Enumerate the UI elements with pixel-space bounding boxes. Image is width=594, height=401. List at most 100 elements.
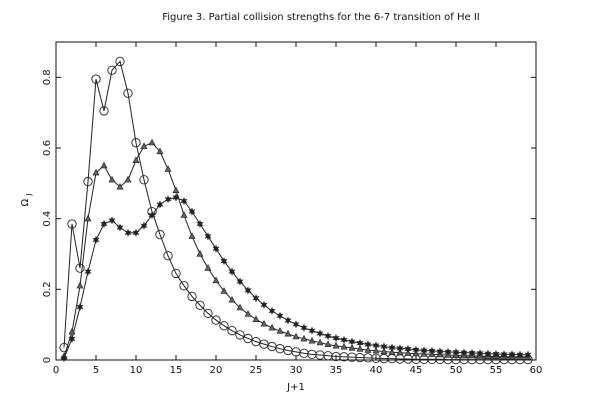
x-tick-label: 30 [290, 365, 303, 376]
chart-title: Figure 3. Partial collision strengths fo… [162, 12, 480, 23]
data-point-star [500, 350, 508, 359]
data-point-circle [195, 300, 205, 310]
data-point-star [148, 210, 156, 220]
data-point-triangle [276, 327, 284, 334]
data-point-star [372, 341, 380, 350]
data-point-triangle [372, 346, 380, 354]
series-lines [63, 60, 528, 361]
data-point-triangle [124, 175, 132, 183]
x-axis-ticks [55, 42, 537, 360]
data-point-triangle [204, 264, 212, 271]
data-point-triangle [84, 214, 92, 222]
data-point-star [468, 348, 476, 358]
data-point-triangle [132, 156, 140, 163]
y-tick-label: 0.4 [42, 211, 53, 227]
data-point-circle [179, 281, 189, 291]
data-point-star [276, 311, 284, 321]
data-point-star [356, 338, 364, 348]
data-point-triangle [340, 342, 348, 350]
data-point-star [396, 344, 404, 353]
data-point-circle [227, 326, 237, 336]
data-point-star [508, 350, 516, 359]
data-point-circle [107, 65, 117, 75]
data-point-triangle [196, 250, 204, 257]
data-point-circle [235, 330, 245, 340]
data-point-triangle [76, 281, 84, 289]
data-point-star [308, 326, 316, 335]
data-point-triangle [308, 336, 316, 344]
data-point-circle [187, 291, 197, 302]
data-point-star [524, 350, 532, 360]
x-tick-label: 35 [330, 365, 343, 376]
data-point-star [68, 334, 76, 344]
data-point-triangle [108, 175, 116, 183]
y-axis-label: Ω J [20, 194, 33, 207]
series-markers [59, 56, 533, 365]
data-point-circle [67, 219, 77, 229]
y-tick-label: 0.2 [42, 281, 53, 297]
x-tick-label: 5 [93, 365, 99, 376]
x-tick-label: 20 [210, 365, 223, 376]
data-point-star [436, 347, 444, 356]
data-point-triangle [180, 211, 188, 218]
data-point-triangle [212, 276, 220, 284]
data-point-star [484, 349, 492, 358]
data-point-triangle [140, 142, 148, 149]
data-point-triangle [156, 147, 164, 155]
x-tick-label: 50 [450, 365, 463, 376]
data-point-star [404, 344, 412, 354]
y-axis-ticks [56, 76, 536, 361]
data-point-triangle [236, 303, 244, 311]
data-point-triangle [252, 315, 260, 322]
data-point-triangle [380, 347, 388, 355]
data-point-circle [163, 251, 173, 261]
data-point-star [388, 343, 396, 352]
data-point-triangle [348, 344, 356, 351]
data-point-star [380, 342, 388, 351]
data-point-star [60, 353, 68, 363]
data-point-star [228, 267, 236, 276]
x-tick-label: 0 [53, 365, 59, 376]
x-tick-label: 45 [410, 365, 423, 376]
data-point-star [236, 277, 244, 286]
data-point-triangle [268, 323, 276, 331]
data-point-star [412, 345, 420, 355]
data-point-triangle [364, 346, 372, 353]
data-point-triangle [100, 161, 108, 169]
x-tick-label: 10 [130, 365, 143, 376]
data-point-star [476, 348, 484, 358]
data-point-star [492, 349, 500, 359]
data-point-circle [219, 321, 229, 331]
x-tick-label: 60 [530, 365, 543, 376]
x-axis-label: J+1 [286, 382, 305, 393]
data-point-circle [211, 315, 221, 325]
y-axis-tick-labels: 0 0.2 0.4 0.6 0.8 [42, 69, 53, 363]
data-point-circle [203, 308, 213, 319]
data-point-triangle [292, 332, 300, 340]
data-point-circle [59, 342, 69, 353]
data-point-star [212, 244, 220, 254]
data-point-star [348, 337, 356, 346]
data-point-star [284, 316, 292, 325]
data-point-star [220, 256, 228, 266]
data-point-star [196, 219, 204, 229]
x-axis-tick-labels: 0 5 10 15 20 25 30 35 40 45 50 55 60 [53, 365, 543, 376]
data-point-triangle [172, 186, 180, 193]
x-tick-label: 15 [170, 365, 183, 376]
x-tick-label: 55 [490, 365, 503, 376]
data-point-star [428, 346, 436, 356]
data-point-star [172, 193, 180, 202]
data-point-circle [75, 263, 85, 273]
x-tick-label: 25 [250, 365, 263, 376]
data-point-star [332, 333, 340, 343]
data-point-triangle [284, 329, 292, 337]
y-tick-label: 0.6 [42, 140, 53, 156]
data-point-star [460, 348, 468, 357]
y-axis-label-omega: Ω [20, 198, 31, 206]
data-point-star [340, 335, 348, 345]
data-point-triangle [148, 138, 156, 146]
data-point-star [252, 293, 260, 303]
y-tick-label: 0 [42, 357, 53, 363]
data-point-triangle [300, 334, 308, 342]
data-point-star [316, 329, 324, 338]
